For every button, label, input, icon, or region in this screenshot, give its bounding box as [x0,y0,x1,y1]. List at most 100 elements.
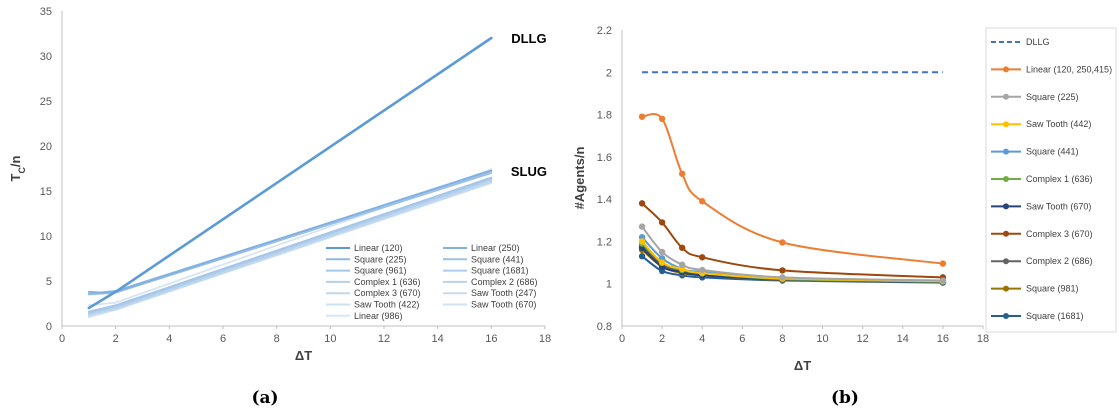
a-y-tick-label: 35 [40,6,52,18]
a-x-tick-label: 2 [113,333,119,345]
b-x-tick-label: 4 [699,333,705,345]
b-legend-marker [1003,285,1009,292]
b-legend-label: Square (441) [1026,147,1079,157]
b-legend-label: DLLG [1026,37,1050,47]
b-legend-frame [985,27,1117,333]
a-y-tick-label: 20 [40,141,52,153]
b-point-complex-3-670 [678,244,686,251]
a-x-tick-label: 16 [485,333,497,345]
b-point-complex-3-670 [779,267,786,274]
a-x-tick-label: 8 [274,333,280,345]
b-point-saw-tooth-442 [638,238,646,245]
a-y-tick-label: 10 [40,231,52,243]
b-series-linear-120-250-415 [641,113,944,265]
b-x-tick-label: 0 [619,333,625,345]
b-legend-marker [1003,176,1009,182]
b-y-tick-label: 0.8 [597,321,612,333]
b-point-square-225 [658,248,666,256]
b-legend-marker [1003,258,1009,265]
b-point-complex-3-670 [699,254,706,261]
b-x-tick-label: 16 [937,333,949,345]
a-legend-label: Saw Tooth (670) [471,300,536,310]
a-legend-label: Linear (986) [354,311,403,321]
b-point-square-225 [779,274,786,281]
b-legend-label: Complex 3 (670) [1026,229,1093,239]
a-annotation-dllg: DLLG [511,31,546,46]
b-legend-label: Linear (120, 250,415) [1026,64,1112,74]
a-legend-label: Square (1681) [471,266,529,276]
b-x-tick-label: 18 [977,333,989,345]
a-y-tick-label: 30 [40,51,52,63]
b-legend-label: Square (225) [1026,92,1079,102]
a-y-tick-label: 5 [46,276,52,288]
b-legend-marker [1003,148,1009,155]
b-x-tick-label: 14 [897,333,909,345]
b-y-tick-label: 1.2 [597,236,612,248]
a-y-tick-label: 0 [46,321,52,333]
b-point-saw-tooth-442 [658,259,666,266]
b-legend-marker [1003,230,1009,237]
b-legend-label: Square (981) [1026,284,1079,294]
b-y-tick-label: 1 [606,279,612,291]
b-y-tick-label: 1.6 [597,152,612,164]
b-legend-marker [1003,121,1009,128]
b-x-tick-label: 6 [739,333,745,345]
caption-a: (a) [251,388,278,408]
b-legend-label: Saw Tooth (442) [1026,119,1091,129]
a-legend-label: Complex 2 (686) [471,277,538,287]
b-point-complex-3-670 [658,219,666,226]
a-legend-label: Linear (120) [354,243,403,253]
b-legend-marker [1003,66,1009,73]
a-x-axis-title: ΔT [295,348,312,363]
a-y-tick-label: 25 [40,96,52,108]
a-legend-label: Linear (250) [471,243,520,253]
b-point-linear-120-250-415 [678,170,686,177]
a-x-tick-label: 4 [166,333,172,345]
b-point-linear-120-250-415 [658,115,666,123]
a-x-tick-label: 10 [324,333,336,345]
a-legend: Linear (120) Linear (250) Square (225) Squa… [326,243,538,321]
a-series-square-961 [87,176,493,313]
b-point-square-225 [638,223,646,230]
a-x-tick-label: 18 [539,333,551,345]
b-legend: DLLG Linear (120, 250,415) Square (225) Saw… [985,27,1117,333]
b-point-linear-120-250-415 [638,113,646,120]
a-series-linear-120 [87,36,493,310]
b-x-tick-label: 8 [779,333,785,345]
chart-panel-b: 0 2 4 6 8 10 12 14 16 18 0.8 1 1.2 1.4 1.6 1.8 2 2.2 #Agen… [572,25,1117,373]
b-legend-marker [1003,93,1009,100]
b-x-tick-label: 10 [816,333,828,345]
b-legend-marker [1003,313,1009,319]
b-point-complex-3-670 [638,200,646,207]
chart-panel-a: 0 2 4 6 8 10 12 14 16 18 0 5 10 15 20 25 30 35 TC/n ΔT DLLG S… [8,6,551,363]
b-y-tick-label: 1.4 [597,194,612,206]
b-legend-marker [1003,203,1009,210]
b-legend-label: Complex 2 (686) [1026,256,1093,266]
a-legend-label: Complex 1 (636) [354,277,421,287]
a-legend-label: Saw Tooth (247) [471,288,536,298]
a-legend-label: Square (225) [354,254,407,264]
a-legend-label: Square (961) [354,266,407,276]
b-legend-label: Saw Tooth (670) [1026,201,1091,211]
b-point-square-225 [699,266,706,274]
a-legend-label: Complex 3 (670) [354,288,421,298]
b-point-square-225 [939,277,947,284]
a-x-tick-label: 12 [378,333,390,345]
a-y-axis-title: TC/n [8,155,27,181]
b-point-linear-120-250-415 [939,260,947,267]
b-point-linear-120-250-415 [779,239,786,246]
caption-b: (b) [831,388,859,408]
b-point-linear-120-250-415 [699,198,706,205]
b-legend-label: Complex 1 (636) [1026,174,1093,184]
b-y-axis-title: #Agents/n [572,147,587,210]
a-x-tick-label: 0 [59,333,65,345]
a-annotation-slug: SLUG [511,164,547,179]
a-y-tick-label: 15 [40,186,52,198]
b-x-tick-label: 12 [857,333,869,345]
a-x-tick-label: 6 [220,333,226,345]
a-legend-label: Saw Tooth (422) [354,300,419,310]
b-x-tick-label: 2 [659,333,665,345]
a-legend-label: Square (441) [471,254,524,264]
b-y-tick-label: 2.2 [597,25,612,37]
